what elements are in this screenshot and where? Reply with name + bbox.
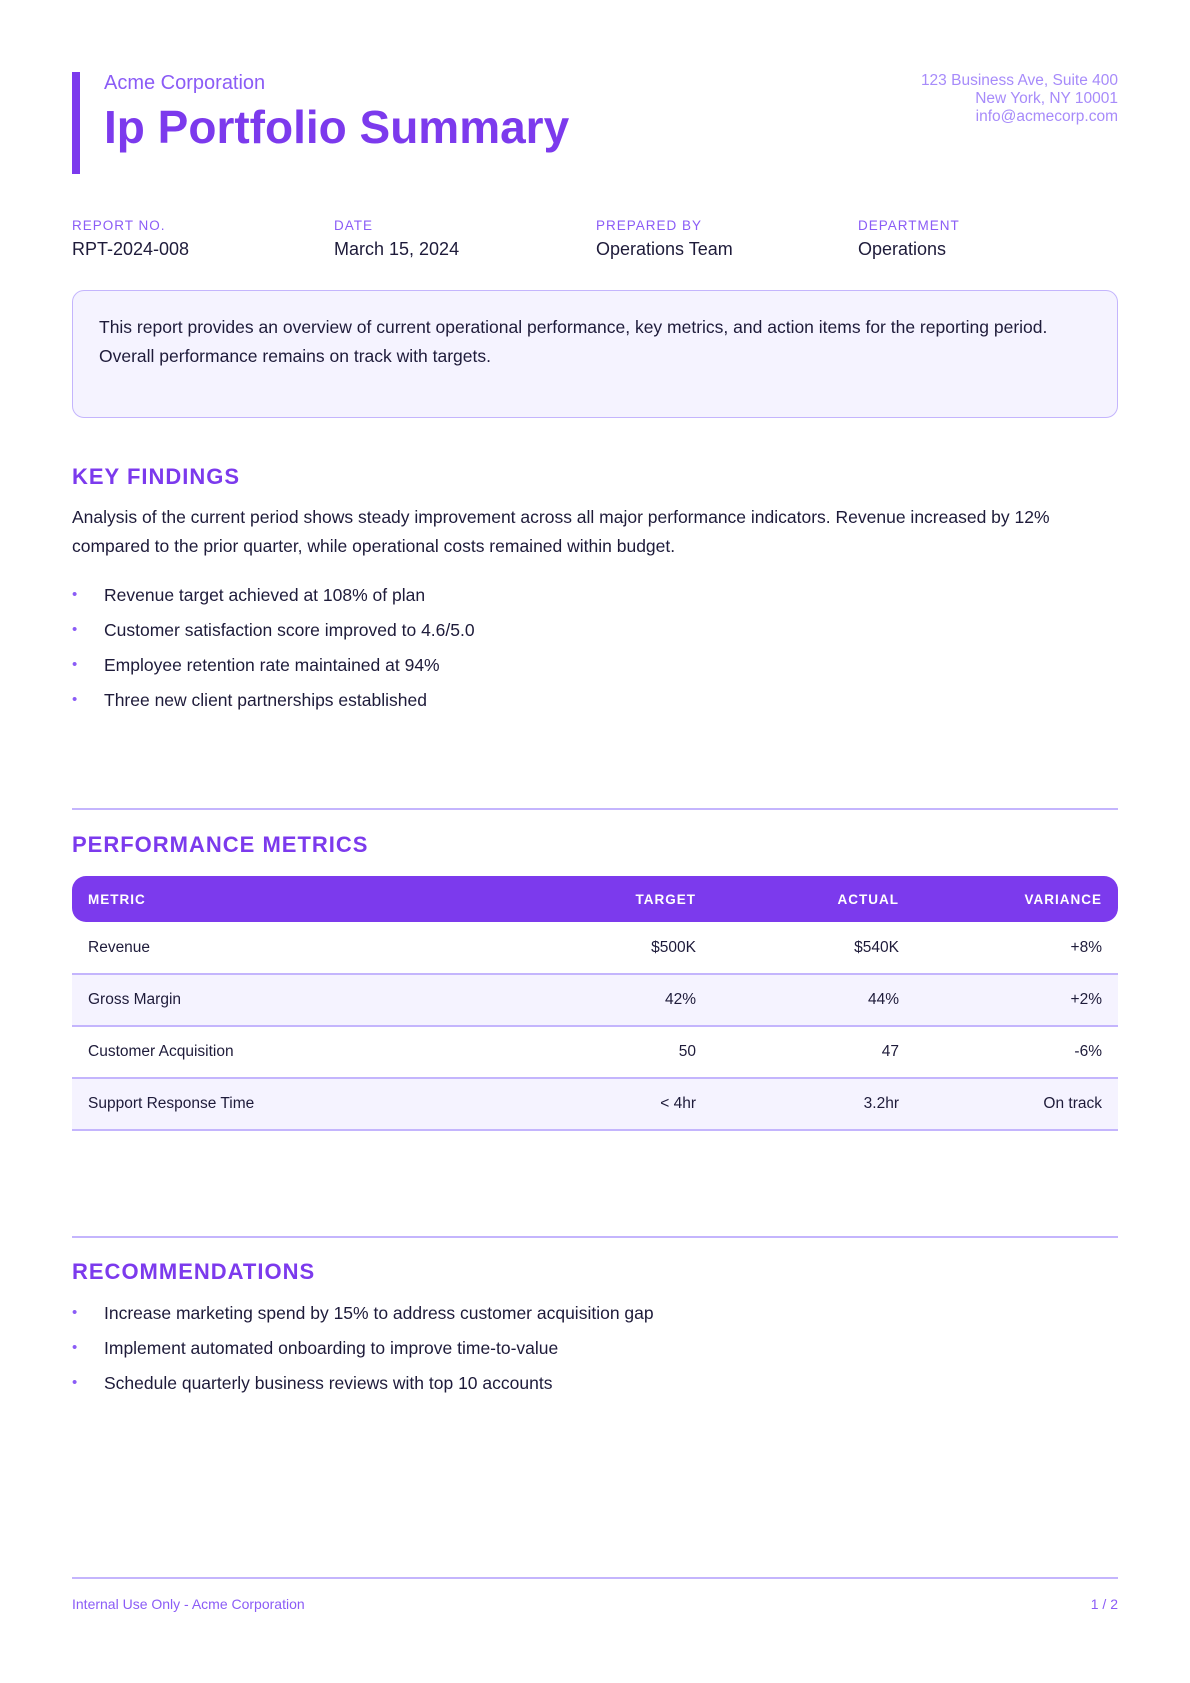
meta-value: March 15, 2024 [334, 239, 460, 259]
list-item-text: Customer satisfaction score improved to … [104, 620, 475, 640]
list-item: • Implement automated onboarding to impro… [72, 1336, 654, 1371]
key-findings-heading: KEY FINDINGS [72, 464, 241, 489]
meta-label: PREPARED BY [596, 218, 703, 233]
cell-variance: -6% [915, 1026, 1118, 1079]
list-item: • Schedule quarterly business reviews wit… [72, 1371, 654, 1406]
cell-target: < 4hr [512, 1078, 712, 1131]
cell-target: 50 [512, 1026, 712, 1079]
performance-heading: PERFORMANCE METRICS [72, 832, 369, 857]
recommendations-list: • Increase marketing spend by 15% to addr… [72, 1301, 654, 1406]
key-findings-paragraph: Analysis of the current period shows ste… [72, 507, 1050, 556]
column-header: VARIANCE [915, 876, 1118, 922]
list-item-text: Schedule quarterly business reviews with… [104, 1373, 553, 1393]
company-name: Acme Corporation [104, 72, 266, 94]
footer-text: Internal Use Only - Acme Corporation [72, 1596, 305, 1612]
column-header: ACTUAL [712, 876, 915, 922]
metrics-table: METRIC TARGET ACTUAL VARIANCE Revenue $5… [72, 876, 1118, 1131]
recommendations-heading: RECOMMENDATIONS [72, 1259, 316, 1284]
cell-variance: +8% [915, 922, 1118, 975]
list-item-text: Revenue target achieved at 108% of plan [104, 585, 426, 605]
cell-metric: Support Response Time [72, 1078, 512, 1131]
list-item: • Three new client partnerships establish… [72, 688, 475, 723]
meta-prepared-by: PREPARED BY Operations Team [596, 218, 858, 260]
meta-value: Operations Team [596, 239, 733, 259]
meta-report-no: REPORT NO. RPT-2024-008 [72, 218, 334, 260]
meta-date: DATE March 15, 2024 [334, 218, 596, 260]
cell-metric: Revenue [72, 922, 512, 975]
bullet-icon: • [72, 1374, 78, 1391]
list-item: • Customer satisfaction score improved to… [72, 618, 475, 653]
cell-metric: Gross Margin [72, 974, 512, 1027]
list-item-text: Increase marketing spend by 15% to addre… [104, 1303, 654, 1323]
list-item: • Employee retention rate maintained at 9… [72, 653, 475, 688]
bullet-icon: • [72, 656, 78, 673]
list-item: • Increase marketing spend by 15% to addr… [72, 1301, 654, 1336]
accent-bar [72, 72, 80, 174]
table-row: Gross Margin 42% 44% +2% [72, 974, 1118, 1027]
list-item: • Revenue target achieved at 108% of plan [72, 583, 475, 618]
section-divider [72, 1236, 1118, 1238]
meta-label: DEPARTMENT [858, 218, 960, 233]
table-row: Revenue $500K $540K +8% [72, 922, 1118, 975]
list-item-text: Three new client partnerships establishe… [104, 690, 427, 710]
page-number: 1 / 2 [1090, 1596, 1118, 1612]
column-header: METRIC [72, 876, 512, 922]
page-title: Ip Portfolio Summary [104, 101, 570, 153]
section-divider [72, 808, 1118, 810]
table-header-row: METRIC TARGET ACTUAL VARIANCE [72, 876, 1118, 922]
bullet-icon: • [72, 586, 78, 603]
meta-department: DEPARTMENT Operations [858, 218, 1120, 260]
cell-target: $500K [512, 922, 712, 975]
summary-box: This report provides an overview of curr… [72, 290, 1118, 418]
meta-label: REPORT NO. [72, 218, 166, 233]
cell-actual: 44% [712, 974, 915, 1027]
column-header: TARGET [512, 876, 712, 922]
table-row: Support Response Time < 4hr 3.2hr On tra… [72, 1078, 1118, 1131]
address-line: New York, NY 10001 [975, 90, 1118, 107]
cell-actual: 47 [712, 1026, 915, 1079]
meta-value: RPT-2024-008 [72, 239, 190, 259]
bullet-icon: • [72, 691, 78, 708]
cell-metric: Customer Acquisition [72, 1026, 512, 1079]
footer-divider [72, 1577, 1118, 1579]
cell-target: 42% [512, 974, 712, 1027]
bullet-icon: • [72, 621, 78, 638]
cell-actual: $540K [712, 922, 915, 975]
bullet-icon: • [72, 1339, 78, 1356]
company-address: 123 Business Ave, Suite 400 New York, NY… [921, 72, 1118, 126]
address-line: 123 Business Ave, Suite 400 [920, 72, 1118, 89]
email-link[interactable]: info@acmecorp.com [975, 108, 1118, 125]
list-item-text: Implement automated onboarding to improv… [104, 1338, 559, 1358]
meta-value: Operations [858, 239, 947, 259]
cell-variance: +2% [915, 974, 1118, 1027]
cell-variance: On track [915, 1078, 1118, 1131]
cell-actual: 3.2hr [712, 1078, 915, 1131]
list-item-text: Employee retention rate maintained at 94… [104, 655, 440, 675]
meta-label: DATE [334, 218, 374, 233]
key-findings-list: • Revenue target achieved at 108% of plan… [72, 583, 475, 723]
table-row: Customer Acquisition 50 47 -6% [72, 1026, 1118, 1079]
bullet-icon: • [72, 1304, 78, 1321]
